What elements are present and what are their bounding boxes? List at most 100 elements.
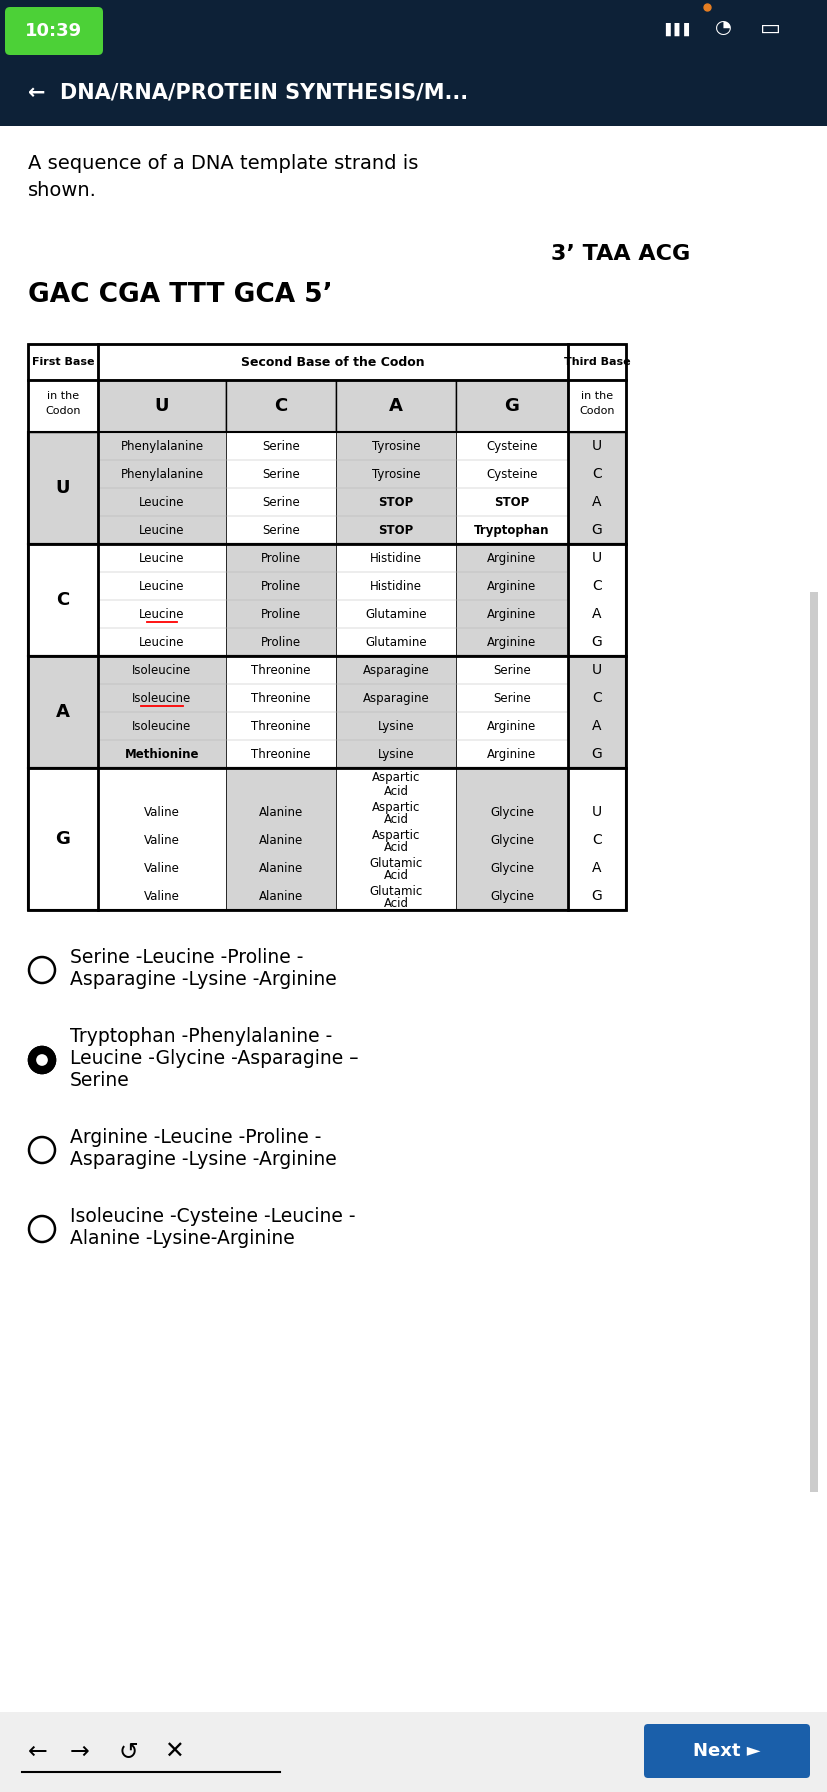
Bar	[336, 656, 456, 769]
Text: Methionine: Methionine	[125, 747, 199, 760]
Bar	[567, 432, 625, 545]
Bar	[336, 380, 456, 432]
Text: Tyrosine: Tyrosine	[371, 468, 420, 480]
Text: Glycine: Glycine	[490, 862, 533, 874]
Text: Valine: Valine	[144, 862, 179, 874]
Text: ▌▌▌: ▌▌▌	[665, 22, 694, 36]
Bar	[456, 545, 567, 656]
Text: Serine: Serine	[262, 439, 299, 453]
Text: Cysteine: Cysteine	[485, 468, 537, 480]
Bar	[0, 0, 827, 57]
Text: Phenylalanine: Phenylalanine	[120, 468, 203, 480]
Text: Codon: Codon	[579, 407, 614, 416]
Text: Alanine -Lysine-Arginine: Alanine -Lysine-Arginine	[70, 1229, 294, 1247]
Text: Valine: Valine	[144, 833, 179, 846]
Text: A: A	[56, 702, 69, 720]
Text: Leucine: Leucine	[139, 607, 184, 620]
Text: Tryptophan -Phenylalanine -: Tryptophan -Phenylalanine -	[70, 1027, 332, 1047]
Bar	[456, 769, 567, 910]
Text: Alanine: Alanine	[259, 833, 303, 846]
Text: ←  DNA/RNA/PROTEIN SYNTHESIS/M...: ← DNA/RNA/PROTEIN SYNTHESIS/M...	[28, 82, 467, 102]
Text: Aspartic: Aspartic	[371, 771, 419, 783]
Text: Lysine: Lysine	[377, 747, 414, 760]
Bar	[28, 545, 625, 656]
Text: Glycine: Glycine	[490, 805, 533, 819]
Text: ▭: ▭	[758, 20, 780, 39]
Text: STOP: STOP	[494, 496, 529, 509]
Text: Valine: Valine	[144, 889, 179, 903]
Text: Arginine: Arginine	[487, 747, 536, 760]
Bar	[98, 769, 226, 910]
Text: Alanine: Alanine	[259, 889, 303, 903]
Text: Glycine: Glycine	[490, 833, 533, 846]
Text: Leucine: Leucine	[139, 523, 184, 536]
Bar	[28, 769, 625, 910]
Text: Alanine: Alanine	[259, 805, 303, 819]
Text: Proline: Proline	[261, 636, 301, 649]
Bar	[98, 545, 226, 656]
Text: G: G	[591, 523, 602, 538]
Text: Leucine -Glycine -Asparagine –: Leucine -Glycine -Asparagine –	[70, 1048, 358, 1068]
Bar	[336, 432, 456, 545]
Text: C: C	[591, 468, 601, 480]
Text: Serine: Serine	[262, 496, 299, 509]
Bar	[456, 380, 567, 432]
Text: C: C	[591, 579, 601, 593]
Text: Proline: Proline	[261, 552, 301, 564]
Text: in the: in the	[581, 391, 612, 401]
Bar	[567, 769, 625, 910]
Text: U: U	[591, 439, 601, 453]
Text: Aspartic: Aspartic	[371, 801, 419, 814]
Bar	[809, 591, 817, 1493]
Text: A: A	[591, 719, 601, 733]
Text: Serine: Serine	[262, 468, 299, 480]
Text: G: G	[591, 747, 602, 762]
Bar	[0, 57, 827, 125]
Bar	[336, 545, 456, 656]
Text: A: A	[591, 860, 601, 874]
Text: Third Base: Third Base	[563, 357, 629, 367]
Text: C: C	[591, 833, 601, 848]
Text: Threonine: Threonine	[251, 747, 310, 760]
Text: Proline: Proline	[261, 607, 301, 620]
Text: 3’ TAA ACG: 3’ TAA ACG	[550, 244, 689, 263]
Text: Tyrosine: Tyrosine	[371, 439, 420, 453]
Text: Acid: Acid	[383, 896, 408, 910]
Text: Leucine: Leucine	[139, 636, 184, 649]
Text: Asparagine: Asparagine	[362, 663, 429, 677]
Bar	[336, 769, 456, 910]
Bar	[567, 380, 625, 432]
Bar	[226, 380, 336, 432]
Bar	[567, 344, 625, 380]
Text: Acid: Acid	[383, 840, 408, 853]
Text: Aspartic: Aspartic	[371, 828, 419, 842]
Text: Arginine -Leucine -Proline -: Arginine -Leucine -Proline -	[70, 1127, 321, 1147]
Text: Isoleucine: Isoleucine	[132, 692, 191, 704]
Text: Threonine: Threonine	[251, 663, 310, 677]
Text: Arginine: Arginine	[487, 552, 536, 564]
Text: C: C	[274, 398, 287, 416]
Bar	[28, 656, 98, 769]
Bar	[226, 769, 336, 910]
Bar	[567, 545, 625, 656]
Text: Leucine: Leucine	[139, 496, 184, 509]
Bar	[226, 656, 336, 769]
Bar	[28, 344, 625, 910]
Text: Tryptophan: Tryptophan	[474, 523, 549, 536]
Text: Arginine: Arginine	[487, 579, 536, 593]
Text: ←: ←	[28, 1740, 48, 1763]
FancyBboxPatch shape	[643, 1724, 809, 1778]
Text: A: A	[389, 398, 403, 416]
Bar	[28, 432, 98, 545]
Text: Glutamine: Glutamine	[365, 636, 426, 649]
Text: Glycine: Glycine	[490, 889, 533, 903]
Text: Acid: Acid	[383, 812, 408, 826]
Text: Codon: Codon	[45, 407, 81, 416]
Text: Serine: Serine	[493, 692, 530, 704]
Text: C: C	[56, 591, 69, 609]
Text: Isoleucine -Cysteine -Leucine -: Isoleucine -Cysteine -Leucine -	[70, 1208, 355, 1226]
Text: Acid: Acid	[383, 869, 408, 882]
Text: in the: in the	[47, 391, 79, 401]
Text: ◔: ◔	[714, 18, 730, 36]
Bar	[567, 656, 625, 769]
